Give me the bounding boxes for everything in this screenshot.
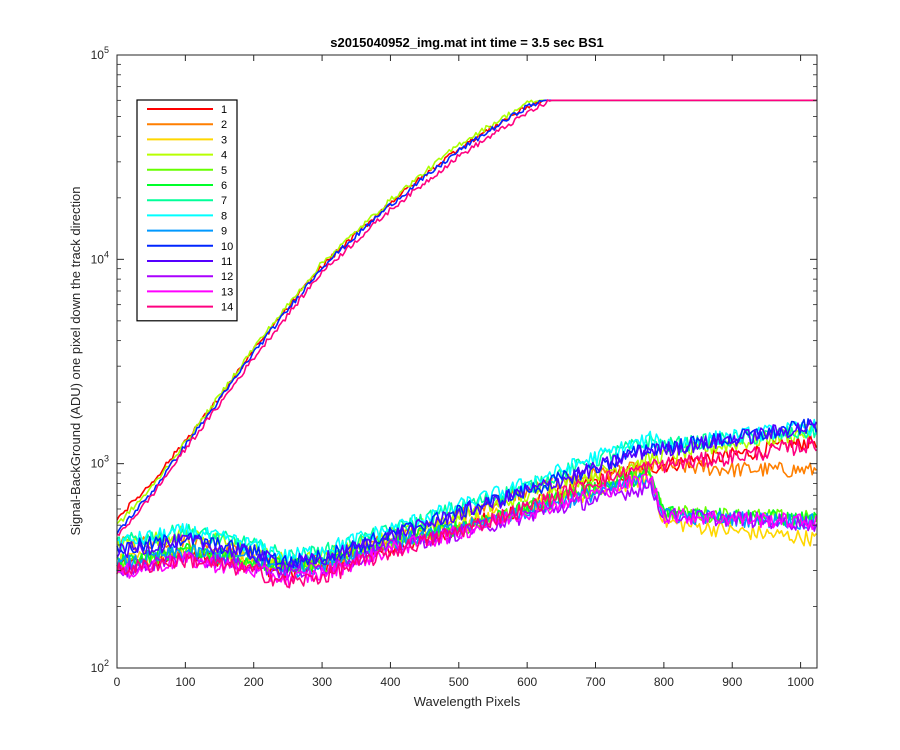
series-line-upper-d [116,99,817,536]
legend-label-14: 14 [221,302,233,314]
x-tick-label: 100 [175,675,195,689]
x-axis: 0 100 200 300 400 500 600 700 800 900 1000 [114,55,814,689]
y-axis-label: Signal-BackGround (ADU) one pixel down t… [68,186,83,535]
x-tick-label: 500 [449,675,469,689]
x-tick-label: 800 [654,675,674,689]
legend-label-5: 5 [221,165,227,177]
plot-frame [116,54,818,669]
legend-label-10: 10 [221,241,233,253]
x-tick-label: 1000 [787,675,814,689]
series-line-10 [116,418,818,569]
series-line-12 [116,477,818,581]
legend-label-6: 6 [221,180,227,192]
legend-label-12: 12 [221,271,233,283]
chart-title: s2015040952_img.mat int time = 3.5 sec B… [330,35,604,50]
legend-label-1: 1 [221,104,227,116]
x-tick-label: 400 [380,675,400,689]
x-tick-label: 300 [312,675,332,689]
legend-label-9: 9 [221,226,227,238]
legend-box [136,99,238,322]
series-layer [116,99,818,589]
legend-label-7: 7 [221,195,227,207]
series-line-11 [116,419,818,573]
x-tick-label: 0 [114,675,121,689]
x-tick-label: 900 [722,675,742,689]
x-tick-label: 200 [244,675,264,689]
legend-label-3: 3 [221,134,227,146]
x-tick-label: 700 [586,675,606,689]
series-line-14 [116,437,817,588]
legend-label-4: 4 [221,150,227,162]
x-tick-label: 600 [517,675,537,689]
legend-label-11: 11 [221,256,232,268]
x-axis-label: Wavelength Pixels [414,694,521,709]
legend-label-8: 8 [221,210,227,222]
legend-label-2: 2 [221,119,227,131]
legend-label-13: 13 [221,286,233,298]
